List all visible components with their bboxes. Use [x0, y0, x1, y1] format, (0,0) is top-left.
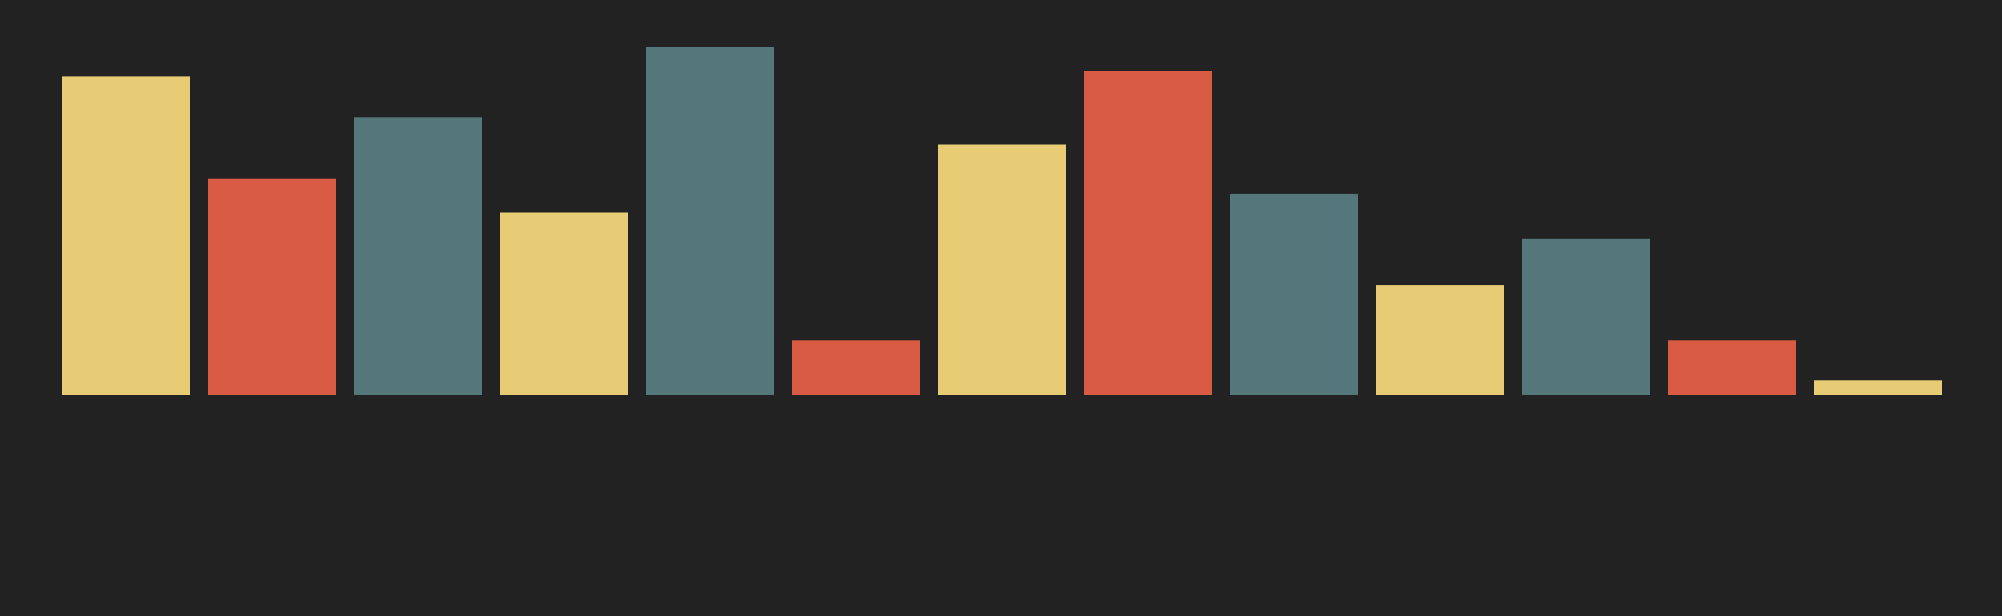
- bar-9: [1230, 193, 1358, 395]
- bar-4: [500, 212, 628, 395]
- bar-3: [354, 117, 482, 396]
- bar-1: [62, 76, 190, 396]
- bar-6: [792, 340, 920, 395]
- bar-8: [1084, 71, 1212, 395]
- bar-11: [1522, 238, 1650, 395]
- bar-7: [938, 144, 1066, 395]
- bar-12: [1668, 340, 1796, 395]
- bar-10: [1376, 285, 1504, 395]
- bar-2: [208, 178, 336, 395]
- bars-group: [62, 47, 1942, 396]
- bar-13: [1814, 380, 1942, 395]
- bar-5: [646, 47, 774, 395]
